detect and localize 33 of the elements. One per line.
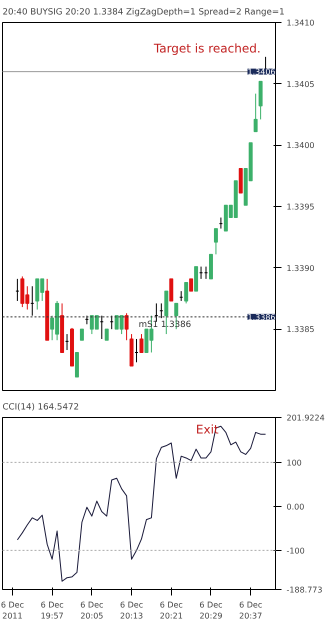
- candlestick: [169, 278, 174, 302]
- y-tick-label: 1.3385: [286, 325, 314, 334]
- y-tick-label: 201.9224: [286, 414, 325, 422]
- y-tick-label: 0.00: [286, 502, 304, 512]
- candlestick: [189, 278, 194, 292]
- ref-line-label: 1.3406: [248, 68, 276, 77]
- candlestick: [139, 334, 144, 353]
- x-tick-label: 6 Dec 19:57: [40, 600, 64, 620]
- candlestick: [214, 228, 218, 255]
- x-tick-label: 6 Dec 2011: [0, 600, 24, 620]
- chart-title: 20:40 BUYSIG 20:20 1.3384 ZigZagDepth=1 Spread=2 Range=1: [2, 8, 285, 18]
- candlestick: [124, 312, 129, 341]
- y-tick-label: 100: [286, 458, 302, 468]
- y-tick-label: 1.3400: [286, 141, 314, 150]
- line-series: [16, 426, 266, 582]
- y-tick-label: 1.3405: [286, 80, 314, 89]
- chart-title: CCI(14) 164.5472: [2, 402, 79, 412]
- annotation: Target is reached.: [152, 41, 261, 56]
- x-tick-label: 6 Dec 20:21: [160, 600, 183, 620]
- x-tick-label: 6 Dec 20:37: [239, 600, 262, 620]
- y-tick-label: 1.3395: [286, 202, 314, 212]
- x-tick-label: 6 Dec 20:29: [199, 600, 223, 620]
- y-tick-label: 1.3410: [286, 18, 314, 28]
- y-tick-label: -100: [286, 546, 305, 556]
- x-tick-label: 6 Dec 20:13: [120, 600, 144, 620]
- y-tick-label: 1.3390: [286, 264, 314, 273]
- x-tick-label: 6 Dec 20:05: [80, 600, 104, 620]
- y-tick-label: -188.773: [286, 586, 322, 594]
- candlestick: [104, 328, 109, 341]
- candlestick: [254, 93, 258, 132]
- ref-line-label: 1.3386: [248, 312, 276, 322]
- candlestick: [80, 328, 84, 341]
- candlestick: [184, 282, 188, 304]
